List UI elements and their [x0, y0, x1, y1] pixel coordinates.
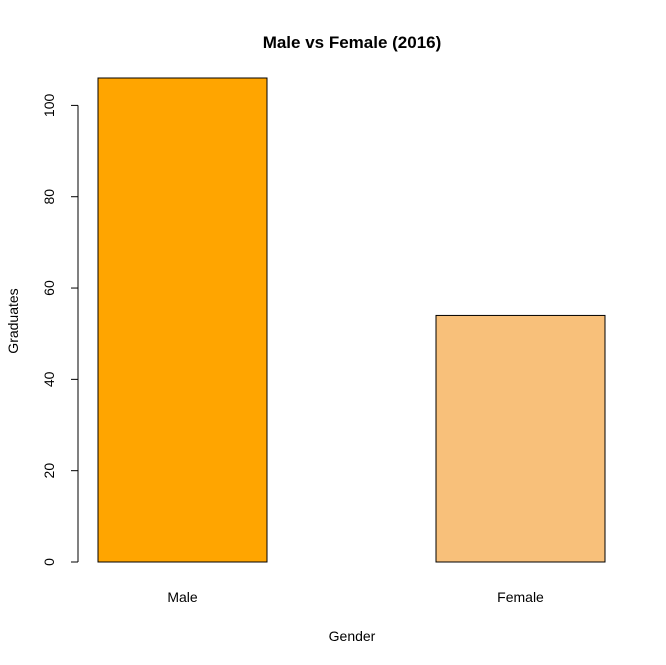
y-tick-label: 60	[41, 280, 57, 296]
x-tick-label-male: Male	[167, 589, 198, 605]
chart-title: Male vs Female (2016)	[263, 33, 442, 52]
x-axis-label: Gender	[329, 628, 376, 644]
y-tick-label: 80	[41, 189, 57, 205]
y-tick-label: 100	[41, 94, 57, 118]
y-tick-label: 0	[41, 558, 57, 566]
y-axis: 0 20 40 60 80 100	[41, 94, 79, 566]
y-tick-label: 40	[41, 371, 57, 387]
x-tick-label-female: Female	[497, 589, 544, 605]
bar-male	[97, 77, 268, 563]
x-axis-category-labels: Male Female	[167, 589, 544, 605]
y-axis-label: Graduates	[5, 288, 21, 353]
bars-group	[97, 77, 606, 563]
y-tick-label: 20	[41, 463, 57, 479]
bar-female	[435, 314, 606, 563]
